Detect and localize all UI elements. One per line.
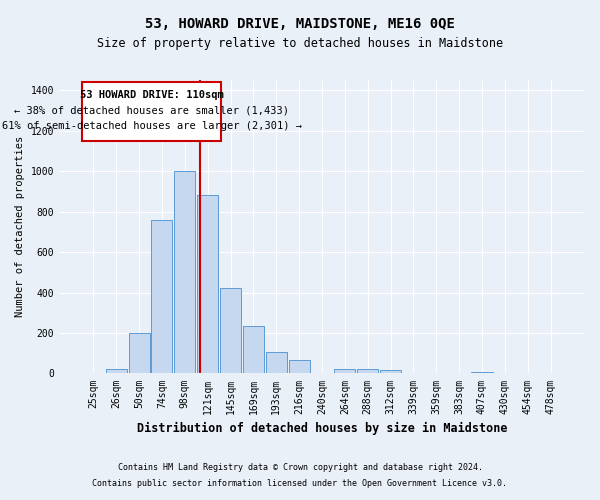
Text: ← 38% of detached houses are smaller (1,433): ← 38% of detached houses are smaller (1,… (14, 106, 289, 116)
Bar (220, 288, 241, 374)
X-axis label: Distribution of detached houses by size in Maidstone: Distribution of detached houses by size … (137, 422, 507, 435)
Bar (266, 352, 287, 374)
FancyBboxPatch shape (82, 82, 221, 141)
Bar (174, 171, 196, 374)
Text: Contains HM Land Registry data © Crown copyright and database right 2024.: Contains HM Land Registry data © Crown c… (118, 464, 482, 472)
Y-axis label: Number of detached properties: Number of detached properties (15, 136, 25, 318)
Bar (106, 370, 127, 374)
Bar (197, 196, 218, 374)
Bar (357, 370, 378, 374)
Bar (128, 333, 149, 374)
Bar (472, 372, 493, 374)
Text: 53 HOWARD DRIVE: 110sqm: 53 HOWARD DRIVE: 110sqm (80, 90, 224, 100)
Bar (289, 360, 310, 374)
Bar (334, 370, 355, 374)
Text: 61% of semi-detached houses are larger (2,301) →: 61% of semi-detached houses are larger (… (2, 122, 302, 132)
Bar (243, 326, 264, 374)
Text: Size of property relative to detached houses in Maidstone: Size of property relative to detached ho… (97, 38, 503, 51)
Text: 53, HOWARD DRIVE, MAIDSTONE, ME16 0QE: 53, HOWARD DRIVE, MAIDSTONE, ME16 0QE (145, 18, 455, 32)
Bar (380, 370, 401, 374)
Bar (151, 220, 172, 374)
Text: Contains public sector information licensed under the Open Government Licence v3: Contains public sector information licen… (92, 478, 508, 488)
